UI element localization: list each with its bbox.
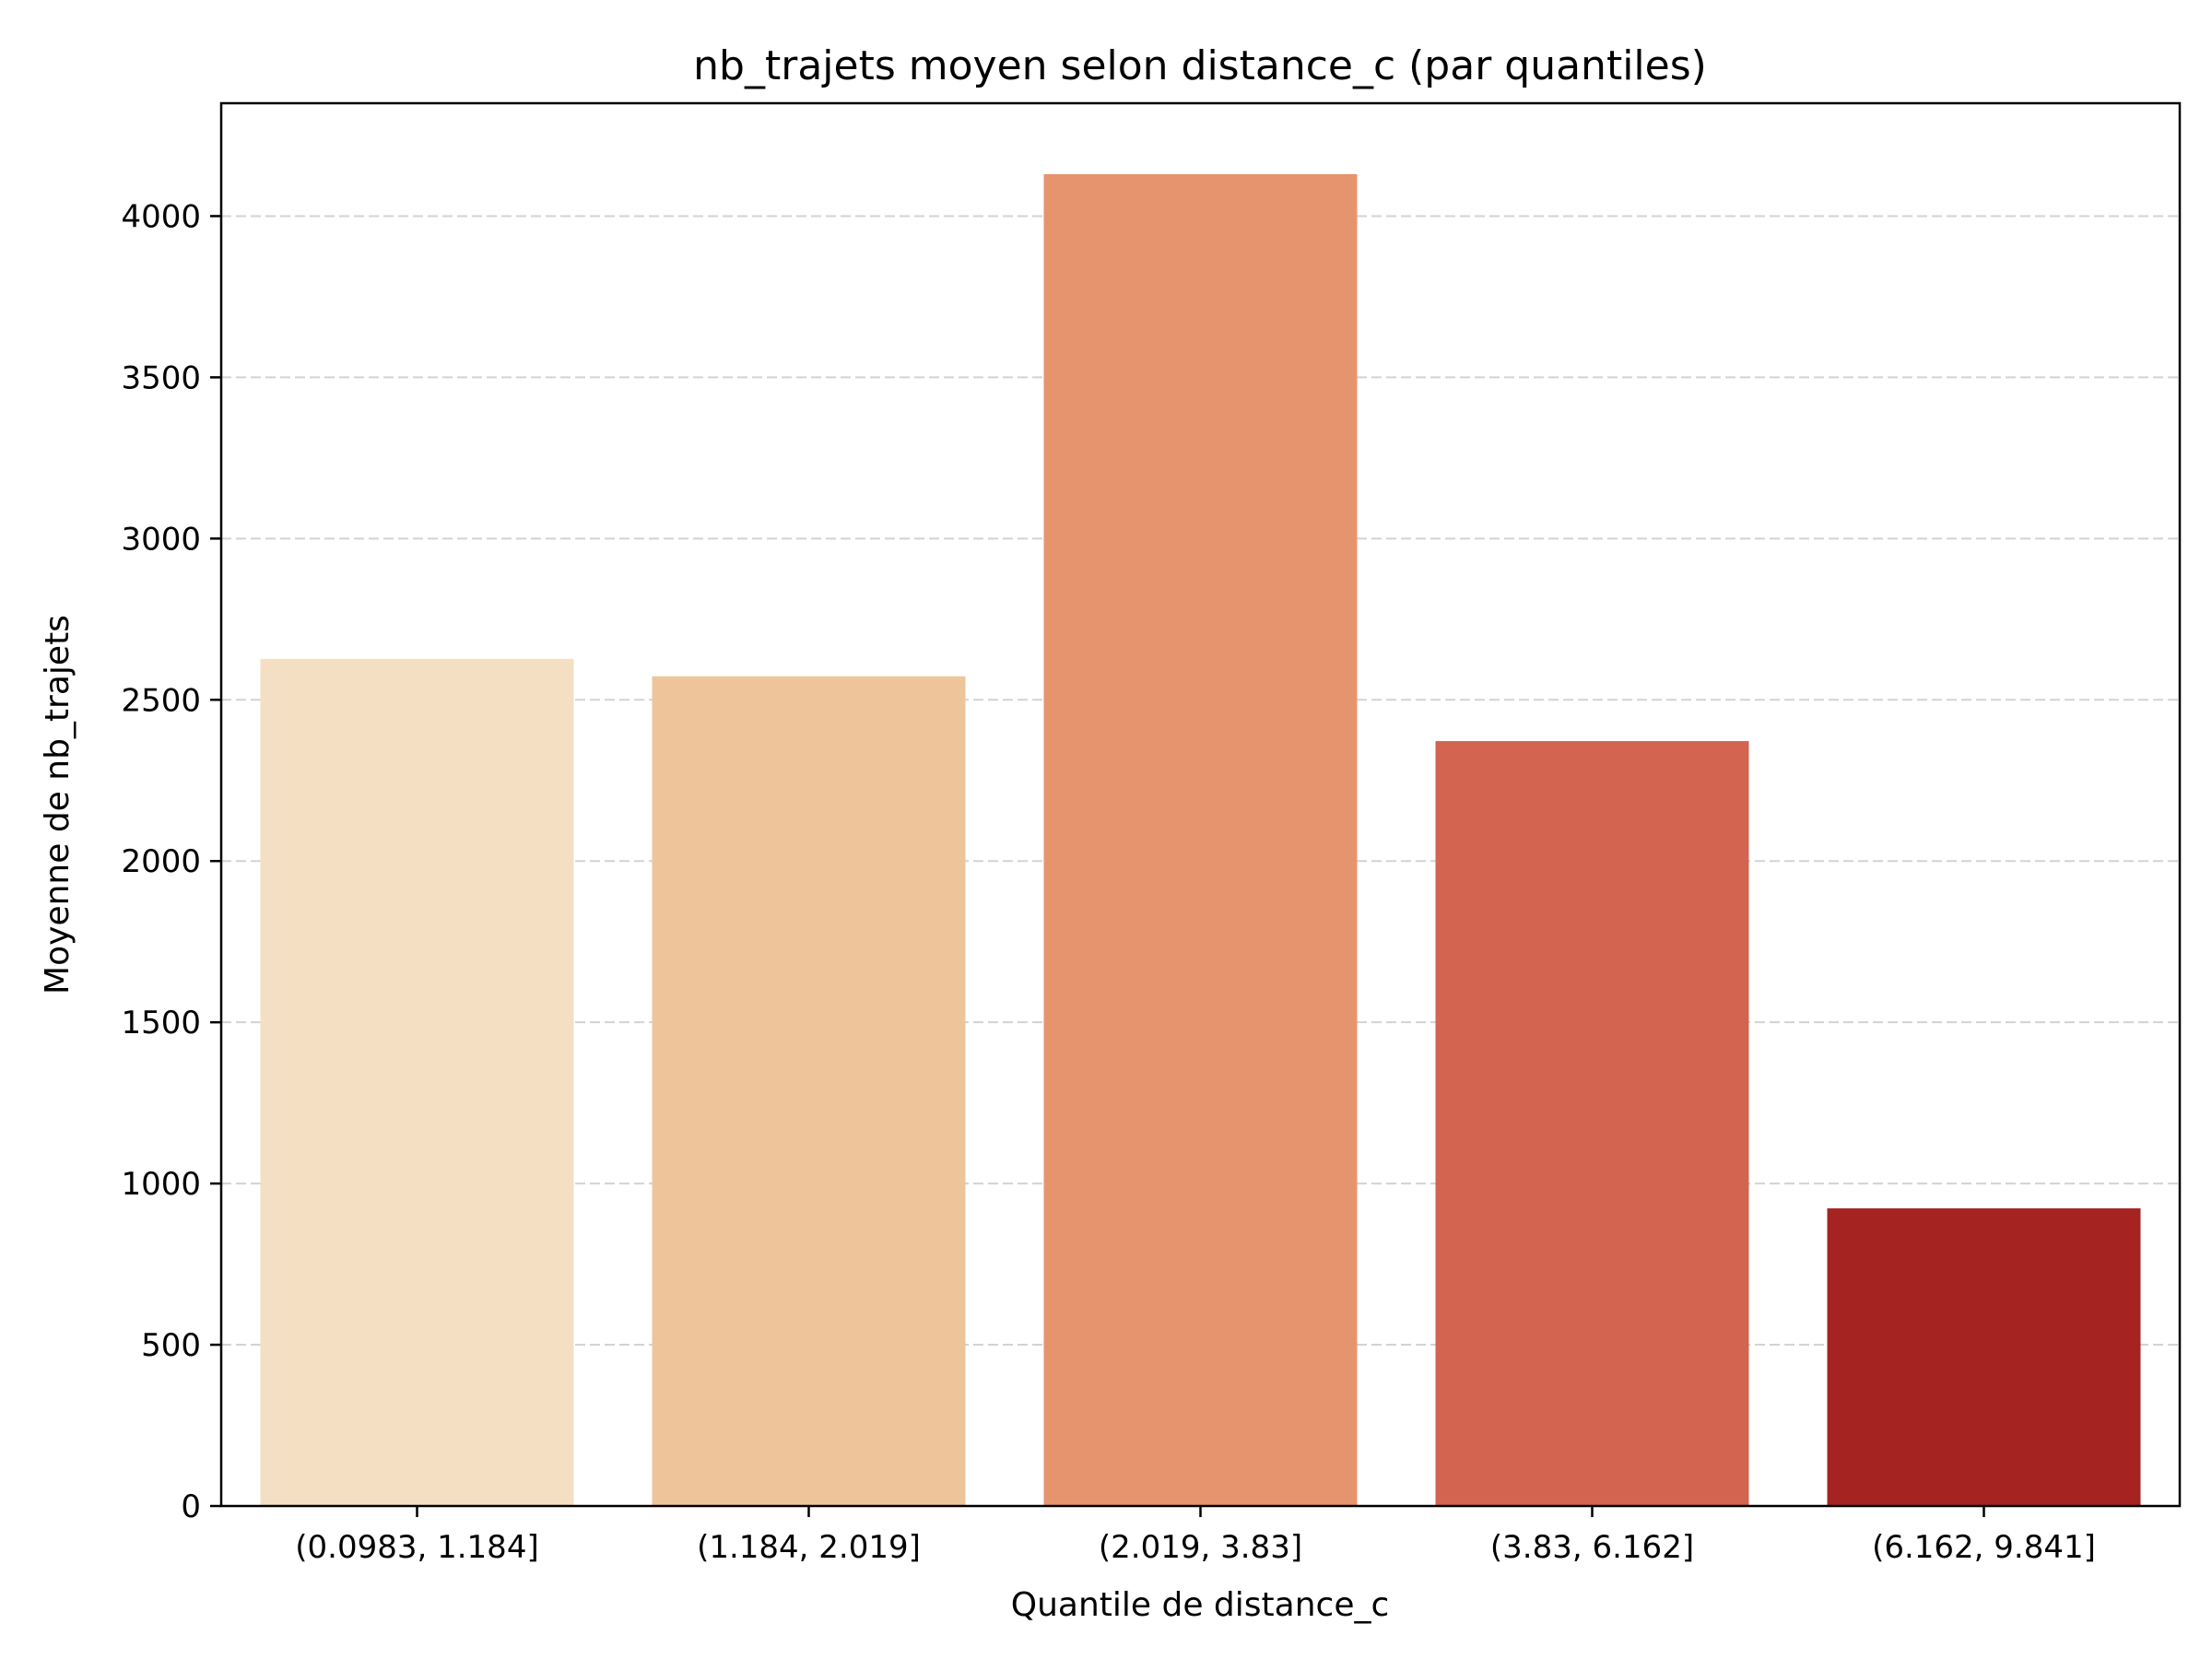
y-tick-label: 500 xyxy=(141,1327,201,1364)
x-axis-ticks: (0.0983, 1.184] (1.184, 2.019] (2.019, 3.8… xyxy=(295,1506,2096,1566)
y-tick-label: 0 xyxy=(181,1488,201,1525)
y-axis-ticks: 0 500 1000 1500 2000 2500 3000 3500 4000 xyxy=(121,198,221,1525)
bars xyxy=(260,173,2141,1506)
bar xyxy=(1043,173,1358,1506)
y-axis-label: Moyenne de nb_trajets xyxy=(39,615,76,994)
x-tick-label: (2.019, 3.83] xyxy=(1099,1529,1302,1566)
x-tick-label: (0.0983, 1.184] xyxy=(295,1529,538,1566)
y-tick-label: 3000 xyxy=(121,521,201,558)
y-tick-label: 1500 xyxy=(121,1005,201,1041)
y-tick-label: 2000 xyxy=(121,843,201,880)
bar xyxy=(260,658,574,1506)
x-axis-label: Quantile de distance_c xyxy=(1011,1586,1390,1624)
bar xyxy=(1435,741,1749,1506)
x-tick-label: (3.83, 6.162] xyxy=(1490,1529,1694,1566)
y-tick-label: 2500 xyxy=(121,682,201,719)
x-tick-label: (6.162, 9.841] xyxy=(1872,1529,2096,1566)
bar xyxy=(652,676,966,1506)
y-tick-label: 1000 xyxy=(121,1166,201,1203)
y-tick-label: 3500 xyxy=(121,359,201,396)
bar xyxy=(1827,1208,2141,1506)
y-tick-label: 4000 xyxy=(121,198,201,235)
x-tick-label: (1.184, 2.019] xyxy=(697,1529,921,1566)
chart-title: nb_trajets moyen selon distance_c (par q… xyxy=(693,42,1707,89)
